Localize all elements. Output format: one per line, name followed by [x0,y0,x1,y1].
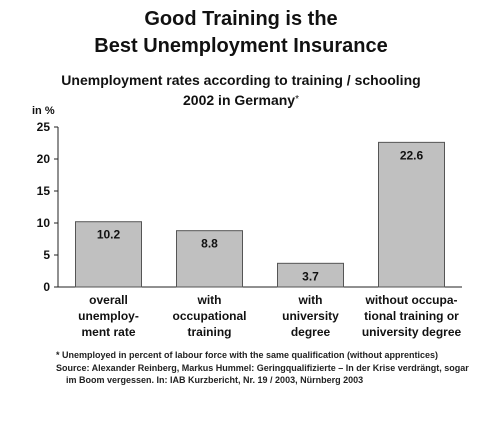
x-tick-label: occupational [172,309,246,323]
y-tick-label: 0 [43,280,50,294]
data-label: 8.8 [201,237,218,251]
bar [176,230,243,288]
subtitle-line-1: Unemployment rates according to training… [61,72,421,88]
y-axis-label: in % [32,105,55,117]
y-tick-label: 10 [37,216,51,230]
data-label: 10.2 [97,228,121,242]
x-tick-label: degree [291,325,331,339]
x-tick-label: tional training or [364,309,459,323]
y-tick-label: 15 [37,184,51,198]
y-tick-label: 25 [37,120,51,134]
title-line-2: Best Unemployment Insurance [94,35,388,57]
x-tick-label: overall [89,293,128,307]
x-tick-label: ment rate [81,325,135,339]
footnote-definition: * Unemployed in percent of labour force … [56,350,439,360]
chart-subtitle: Unemployment rates according to training… [0,70,482,110]
x-tick-label: unemploy- [78,309,139,323]
subtitle-line-2: 2002 in Germany [183,92,296,108]
data-label: 22.6 [400,148,424,162]
x-tick-label: university degree [362,325,462,339]
bar [378,141,445,288]
x-tick-label: without occupa- [365,293,458,307]
x-tick-label: with [197,293,222,307]
subtitle-line-2-wrap: 2002 in Germany* [0,90,482,110]
data-label: 3.7 [302,269,319,283]
x-tick-label: university [282,309,339,323]
bar [277,262,344,288]
footnote-source: Source: Alexander Reinberg, Markus Humme… [56,363,469,385]
title-line-1: Good Training is the [144,8,338,30]
subtitle-footnote-marker: * [295,94,299,105]
bar [75,221,142,288]
x-tick-label: with [298,293,323,307]
y-tick-label: 5 [43,248,50,262]
footnotes: * Unemployed in percent of labour force … [56,349,476,386]
chart-title: Good Training is the Best Unemployment I… [0,6,482,60]
x-tick-label: training [188,325,232,339]
y-tick-label: 20 [37,152,51,166]
